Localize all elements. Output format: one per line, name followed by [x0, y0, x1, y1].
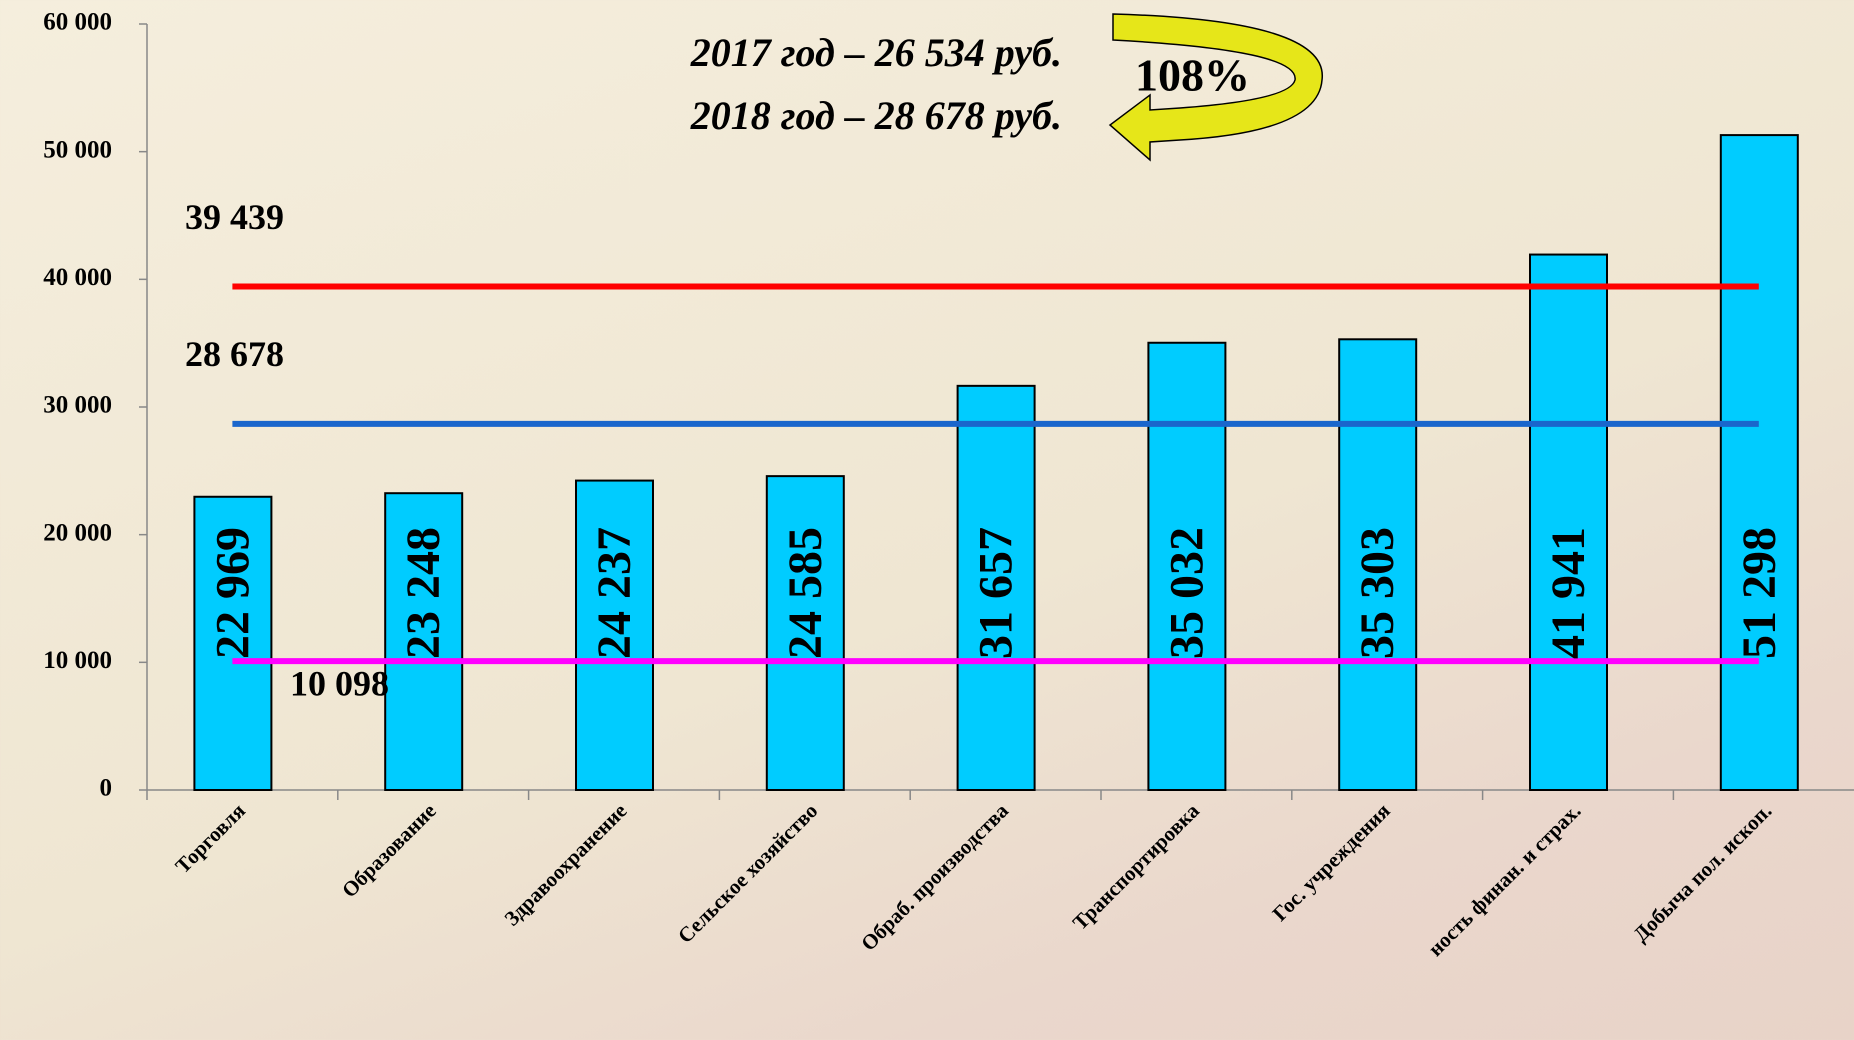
value-label: 31 657 [970, 527, 1023, 659]
y-tick-label: 20 000 [43, 519, 112, 546]
bar [384, 492, 464, 791]
value-label: 24 585 [779, 527, 832, 659]
value-label: 24 237 [588, 527, 641, 659]
x-tick-label: Транспортировка [1068, 798, 1204, 934]
bar [575, 479, 654, 791]
bar [765, 475, 845, 791]
value-label: 41 941 [1542, 527, 1595, 659]
annotation: 2018 год – 28 678 руб. [690, 93, 1062, 138]
value-label: 35 032 [1160, 527, 1213, 659]
x-tick-label: Обраб. производства [856, 798, 1013, 955]
arrow [1108, 13, 1323, 162]
y-tick-label: 0 [100, 775, 113, 802]
x-tick-label: Образование [337, 799, 441, 903]
bar [193, 495, 273, 791]
bar [1147, 341, 1227, 791]
y-tick-label: 50 000 [43, 136, 112, 163]
x-tick-label: ность финан. и страх. [1423, 799, 1585, 961]
value-label: 23 248 [397, 527, 450, 659]
reference-label: 10 098 [290, 663, 389, 703]
reference-label: 39 439 [185, 197, 284, 237]
y-tick-label: 30 000 [43, 392, 112, 419]
x-tick-label: Здравоохранение [500, 799, 632, 931]
x-tick-label: Добыча пол. ископ. [1628, 799, 1776, 947]
y-tick-label: 40 000 [43, 264, 112, 291]
bar [1529, 253, 1608, 792]
y-tick-label: 10 000 [43, 647, 112, 674]
x-tick-label: Гос. учреждения [1268, 799, 1395, 926]
annotation: 108% [1135, 50, 1250, 101]
bar [1338, 338, 1418, 791]
reference-label: 28 678 [185, 334, 284, 374]
x-tick-label: Сельское хозяйство [673, 799, 822, 948]
value-label: 35 303 [1351, 527, 1404, 659]
bar [1719, 134, 1799, 792]
x-tick-label: Торговля [170, 799, 250, 879]
annotation: 2017 год – 26 534 руб. [690, 30, 1062, 75]
value-label: 51 298 [1733, 527, 1786, 659]
value-label: 22 969 [206, 527, 259, 659]
y-tick-label: 60 000 [43, 9, 112, 36]
bar [956, 384, 1036, 791]
